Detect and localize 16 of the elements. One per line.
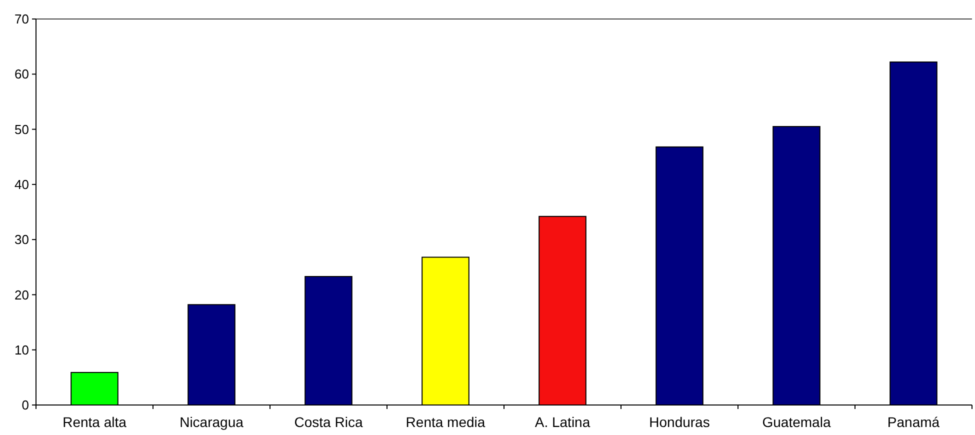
x-tick-label: Honduras bbox=[649, 414, 710, 430]
x-tick-label: Renta media bbox=[406, 414, 486, 430]
x-tick-label: Guatemala bbox=[762, 414, 831, 430]
y-tick-label: 70 bbox=[14, 12, 29, 27]
x-tick-label: A. Latina bbox=[534, 414, 590, 430]
y-tick-label: 30 bbox=[14, 232, 29, 248]
x-tick-label: Renta alta bbox=[62, 414, 127, 430]
x-tick-label: Costa Rica bbox=[294, 414, 363, 430]
y-tick-label: 60 bbox=[14, 66, 29, 82]
x-tick-label: Panamá bbox=[887, 414, 940, 430]
y-tick-label: 0 bbox=[22, 398, 29, 413]
y-tick-label: 40 bbox=[14, 176, 29, 192]
y-tick-label: 20 bbox=[14, 287, 29, 302]
x-tick-label: Nicaragua bbox=[180, 414, 244, 430]
y-tick-label: 50 bbox=[14, 122, 29, 137]
y-tick-label: 10 bbox=[14, 342, 29, 358]
